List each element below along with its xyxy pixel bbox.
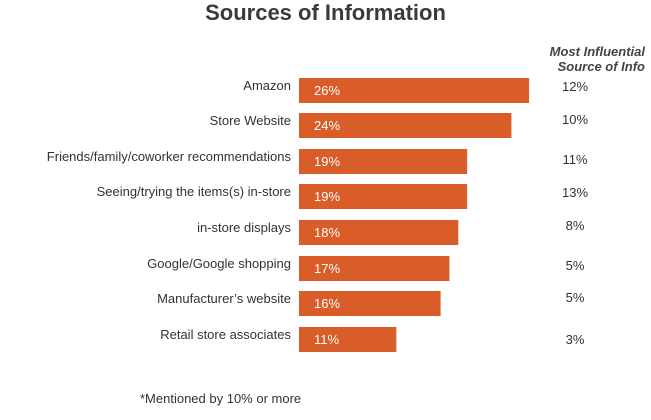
category-label: Seeing/trying the items(s) in-store: [97, 184, 291, 199]
bar: [299, 78, 530, 103]
category-label: Google/Google shopping: [147, 256, 291, 271]
category-label: Amazon: [243, 78, 291, 93]
most-influential-value: 3%: [566, 332, 585, 347]
chart-title: Sources of Information: [205, 0, 446, 25]
most-influential-value: 12%: [562, 79, 588, 94]
footnote: *Mentioned by 10% or more: [140, 391, 302, 406]
category-label: Friends/family/coworker recommendations: [47, 149, 292, 164]
category-label: Store Website: [210, 113, 291, 128]
most-influential-header: Most Influential Source of Info: [550, 44, 645, 74]
bar: [299, 256, 450, 281]
bar-value-label: 18%: [314, 225, 340, 240]
most-influential-header-line1: Most Influential: [549, 44, 645, 59]
bar-value-label: 24%: [314, 118, 340, 133]
bar: [299, 291, 441, 316]
bar-value-label: 26%: [314, 83, 340, 98]
bar-value-label: 19%: [314, 154, 340, 169]
bar: [299, 184, 468, 209]
bar-value-label: 19%: [314, 189, 340, 204]
bar: [299, 327, 397, 352]
most-influential-value: 10%: [562, 112, 588, 127]
most-influential-value: 5%: [566, 258, 585, 273]
bar-value-label: 11%: [314, 332, 339, 347]
most-influential-value: 8%: [566, 218, 585, 233]
bar: [299, 113, 512, 138]
most-influential-value: 5%: [566, 290, 585, 305]
bar-value-label: 16%: [314, 296, 340, 311]
category-label: Retail store associates: [160, 327, 291, 342]
most-influential-value: 13%: [562, 185, 588, 200]
bar: [299, 149, 468, 174]
bar-value-label: 17%: [314, 261, 340, 276]
category-label: in-store displays: [197, 220, 291, 235]
bar: [299, 220, 459, 245]
most-influential-header-line2: Source of Info: [557, 59, 645, 74]
most-influential-value: 11%: [562, 152, 587, 167]
category-label: Manufacturer’s website: [157, 291, 291, 306]
